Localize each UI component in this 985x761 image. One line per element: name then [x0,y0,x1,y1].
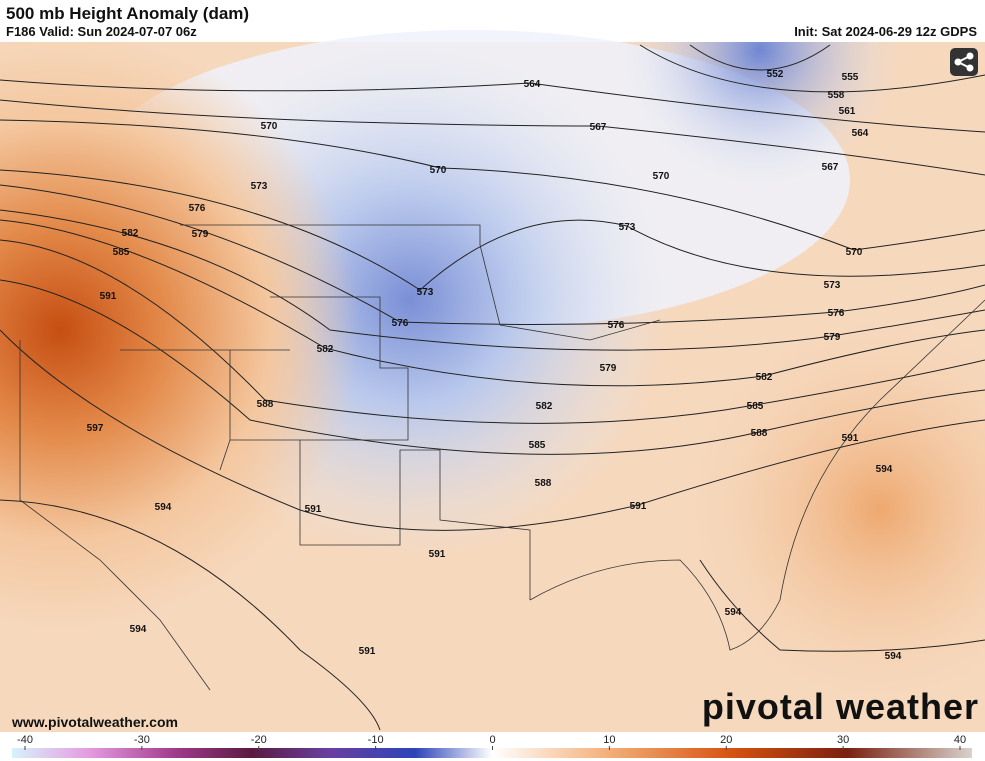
contour-line [0,219,985,387]
title: 500 mb Height Anomaly (dam) [6,4,250,23]
contour-label: 582 [122,228,139,239]
contour-line [0,239,985,424]
contour-label: 591 [305,504,322,515]
contour-line [0,99,985,176]
colorbar [12,748,972,758]
contour-line [699,559,985,652]
contour-label: 591 [359,646,376,657]
contour-label: 576 [608,320,625,331]
contour-line [0,329,985,531]
contour-labels: 552 555 558 561 564 564 567 567 570 570 570 570 573 5… [87,69,902,662]
coast [19,340,211,691]
contours [0,44,985,731]
colorbar-tick-label: -20 [251,734,267,746]
colorbar-tick-label: -40 [17,734,33,746]
contour-line [0,79,985,133]
colorbar-tick-label: 10 [603,734,615,746]
contour-line [0,499,381,731]
contour-label: 594 [155,502,172,513]
contour-line [0,119,985,251]
contour-label: 579 [192,229,209,240]
contour-label: 579 [600,363,617,374]
contour-label: 570 [653,171,670,182]
borders [19,224,985,691]
contour-label: 573 [251,181,268,192]
contour-label: 573 [824,280,841,291]
contour-label: 564 [852,128,869,139]
colorbar-ticks: -40 -30 -20 -10 0 10 20 30 40 [17,734,966,750]
contour-line [689,44,831,71]
contour-label: 594 [130,624,147,635]
logo: pivotal weather [701,686,979,727]
contour-line [0,209,985,351]
contour-label: 579 [824,332,841,343]
contour-line [639,44,985,93]
contour-label: 555 [842,72,859,83]
colorbar-tick-label: 0 [489,734,495,746]
colorbar-tick-label: -10 [368,734,384,746]
contour-label: 552 [767,69,784,80]
init-time: Init: Sat 2024-06-29 12z GDPS [794,24,977,39]
contour-label: 561 [839,106,856,117]
contour-line [0,184,985,325]
contour-label: 570 [261,121,278,132]
share-icon[interactable] [954,52,974,72]
contour-label: 591 [842,433,859,444]
contour-label: 567 [590,122,607,133]
contour-label: 594 [725,607,742,618]
contour-label: 570 [846,247,863,258]
contour-label: 585 [113,247,130,258]
contour-label: 594 [885,651,902,662]
contour-label: 573 [417,287,434,298]
contour-label: 576 [392,318,409,329]
contour-label: 558 [828,90,845,101]
contour-label: 597 [87,423,104,434]
contour-label: 573 [619,222,636,233]
contour-label: 576 [828,308,845,319]
border [230,296,409,441]
border [180,224,661,341]
contour-label: 588 [257,399,274,410]
contour-label: 591 [429,549,446,560]
contour-label: 585 [747,401,764,412]
coast [529,299,985,651]
contour-label: 582 [536,401,553,412]
contour-label: 570 [430,165,447,176]
contour-label: 576 [189,203,206,214]
contour-label: 582 [317,344,334,355]
contour-label: 582 [756,372,773,383]
contour-line [0,279,985,455]
valid-time: F186 Valid: Sun 2024-07-07 06z [6,24,197,39]
colorbar-tick-label: 20 [720,734,732,746]
anomaly-shading [0,42,985,732]
border [299,440,531,600]
colorbar-tick-label: 40 [954,734,966,746]
contour-label: 567 [822,162,839,173]
contour-label: 585 [529,440,546,451]
contour-label: 594 [876,464,893,475]
contour-label: 591 [100,291,117,302]
contour-label: 591 [630,501,647,512]
website: www.pivotalweather.com [12,714,178,730]
contour-label: 588 [751,428,768,439]
colorbar-tick-label: -30 [134,734,150,746]
contour-label: 564 [524,79,541,90]
border [120,349,290,471]
colorbar-tick-label: 30 [837,734,849,746]
contour-line [0,169,985,291]
share-button[interactable] [950,48,978,76]
contour-label: 588 [535,478,552,489]
